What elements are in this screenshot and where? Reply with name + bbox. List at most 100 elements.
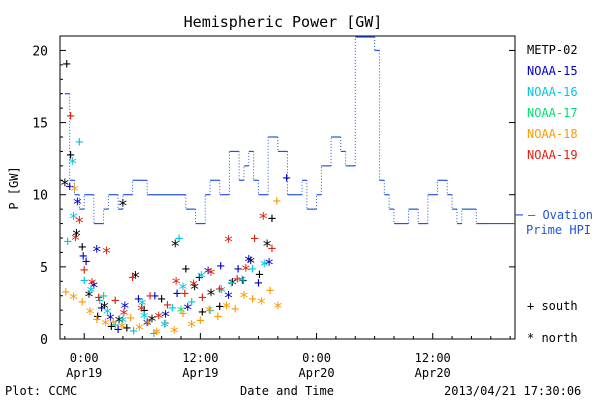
point-noaa-19: * bbox=[101, 244, 111, 264]
point-noaa-19: + bbox=[95, 290, 103, 306]
legend-entry-noaa-19: NOAA-19 bbox=[527, 148, 578, 162]
point-noaa-15: * bbox=[160, 307, 170, 327]
point-metp-02: * bbox=[227, 276, 237, 296]
point-noaa-16: + bbox=[80, 273, 88, 289]
point-noaa-19: * bbox=[223, 232, 233, 252]
y-axis-label: P [GW] bbox=[7, 166, 21, 209]
point-noaa-19: + bbox=[181, 286, 189, 302]
point-noaa-16: + bbox=[150, 326, 158, 342]
point-metp-02: + bbox=[182, 261, 190, 277]
point-metp-02: * bbox=[130, 269, 140, 289]
point-metp-02: * bbox=[60, 176, 70, 196]
point-noaa-15: + bbox=[173, 286, 181, 302]
point-noaa-18: + bbox=[144, 315, 152, 331]
point-noaa-16: + bbox=[75, 134, 83, 150]
point-metp-02: + bbox=[157, 292, 165, 308]
point-metp-02: * bbox=[118, 196, 128, 216]
x-tick-label-date: Apr19 bbox=[182, 366, 218, 380]
marker-legend-south: + south bbox=[527, 299, 578, 313]
y-tick-label: 15 bbox=[32, 117, 48, 132]
point-noaa-18: * bbox=[273, 299, 283, 319]
point-noaa-19: * bbox=[74, 214, 84, 234]
point-noaa-16: + bbox=[95, 293, 103, 309]
marker-legend-north: * north bbox=[527, 331, 578, 345]
point-noaa-16: + bbox=[187, 294, 195, 310]
point-noaa-19: + bbox=[128, 270, 136, 286]
point-noaa-18: + bbox=[196, 313, 204, 329]
point-noaa-15: + bbox=[216, 258, 224, 274]
point-noaa-16: + bbox=[129, 323, 137, 339]
point-noaa-16: + bbox=[248, 261, 256, 277]
point-noaa-15: * bbox=[142, 316, 152, 336]
point-metp-02: + bbox=[198, 305, 206, 321]
point-noaa-19: * bbox=[154, 309, 164, 329]
x-tick-label-time: 12:00 bbox=[415, 351, 451, 365]
point-noaa-15: * bbox=[72, 195, 82, 215]
point-noaa-19: + bbox=[80, 263, 88, 279]
point-noaa-15: + bbox=[134, 292, 142, 308]
point-noaa-15: * bbox=[223, 289, 233, 309]
point-noaa-16: * bbox=[159, 318, 169, 338]
x-tick-label-date: Apr19 bbox=[66, 366, 102, 380]
point-metp-02: + bbox=[268, 211, 276, 227]
point-noaa-16: * bbox=[118, 313, 128, 333]
point-metp-02: * bbox=[206, 286, 216, 306]
ovation-hpi-line bbox=[64, 36, 523, 225]
point-noaa-19: + bbox=[268, 241, 276, 257]
plot-frame bbox=[59, 35, 516, 340]
point-noaa-18: * bbox=[134, 320, 144, 340]
point-noaa-15: * bbox=[264, 256, 274, 276]
point-noaa-19: * bbox=[206, 266, 216, 286]
point-metp-02: * bbox=[246, 254, 256, 274]
y-tick-label: 5 bbox=[40, 261, 48, 276]
point-noaa-18: * bbox=[68, 290, 78, 310]
point-noaa-16: * bbox=[178, 280, 188, 300]
point-noaa-16: * bbox=[196, 269, 206, 289]
x-tick-label-time: 0:00 bbox=[302, 351, 331, 365]
point-noaa-18: * bbox=[169, 323, 179, 343]
point-metp-02: * bbox=[262, 237, 272, 257]
point-noaa-19: * bbox=[258, 209, 268, 229]
point-noaa-16: * bbox=[139, 309, 149, 329]
scatter-points: +*+*+*+*+*+*+*+*+*+*+* +*+*+*+*+*+*+* +*+*… bbox=[60, 56, 291, 344]
point-noaa-19: + bbox=[163, 297, 171, 313]
point-noaa-19: + bbox=[250, 231, 258, 247]
legend-entry-noaa-18: NOAA-18 bbox=[527, 127, 578, 141]
chart-title: Hemispheric Power [GW] bbox=[184, 13, 383, 31]
point-noaa-15: + bbox=[282, 170, 290, 186]
point-metp-02: + bbox=[216, 299, 224, 315]
plot-timestamp: 2013/04/21 17:30:06 bbox=[444, 384, 581, 398]
point-noaa-16: + bbox=[111, 318, 119, 334]
ovation-label-line2: Prime HPI bbox=[526, 223, 591, 237]
point-metp-02: + bbox=[239, 273, 247, 289]
point-noaa-18: + bbox=[248, 292, 256, 308]
point-noaa-16: + bbox=[175, 231, 183, 247]
point-metp-02: + bbox=[78, 240, 86, 256]
point-noaa-19: + bbox=[233, 271, 241, 287]
point-noaa-16: * bbox=[102, 305, 112, 325]
ovation-label-line1: — Ovation bbox=[528, 208, 593, 222]
point-metp-02: * bbox=[147, 312, 157, 332]
y-tick-label: 10 bbox=[32, 189, 48, 204]
point-noaa-18: * bbox=[117, 319, 127, 339]
point-metp-02: + bbox=[140, 303, 148, 319]
point-noaa-15: + bbox=[254, 276, 262, 292]
x-tick-label-time: 0:00 bbox=[70, 351, 99, 365]
point-noaa-19: * bbox=[119, 306, 129, 326]
point-noaa-18: * bbox=[100, 316, 110, 336]
point-noaa-15: * bbox=[203, 264, 213, 284]
point-noaa-15: + bbox=[151, 289, 159, 305]
point-noaa-16: + bbox=[168, 300, 176, 316]
x-tick-label-date: Apr20 bbox=[415, 366, 451, 380]
point-noaa-18: + bbox=[126, 310, 134, 326]
point-noaa-19: * bbox=[188, 277, 198, 297]
point-noaa-18: * bbox=[221, 299, 231, 319]
y-tick-label: 0 bbox=[40, 333, 48, 348]
point-metp-02: * bbox=[84, 287, 94, 307]
point-noaa-15: + bbox=[114, 322, 122, 338]
point-noaa-18: * bbox=[239, 289, 249, 309]
point-noaa-18: + bbox=[214, 309, 222, 325]
point-noaa-19: * bbox=[241, 261, 251, 281]
point-noaa-16: * bbox=[217, 283, 227, 303]
